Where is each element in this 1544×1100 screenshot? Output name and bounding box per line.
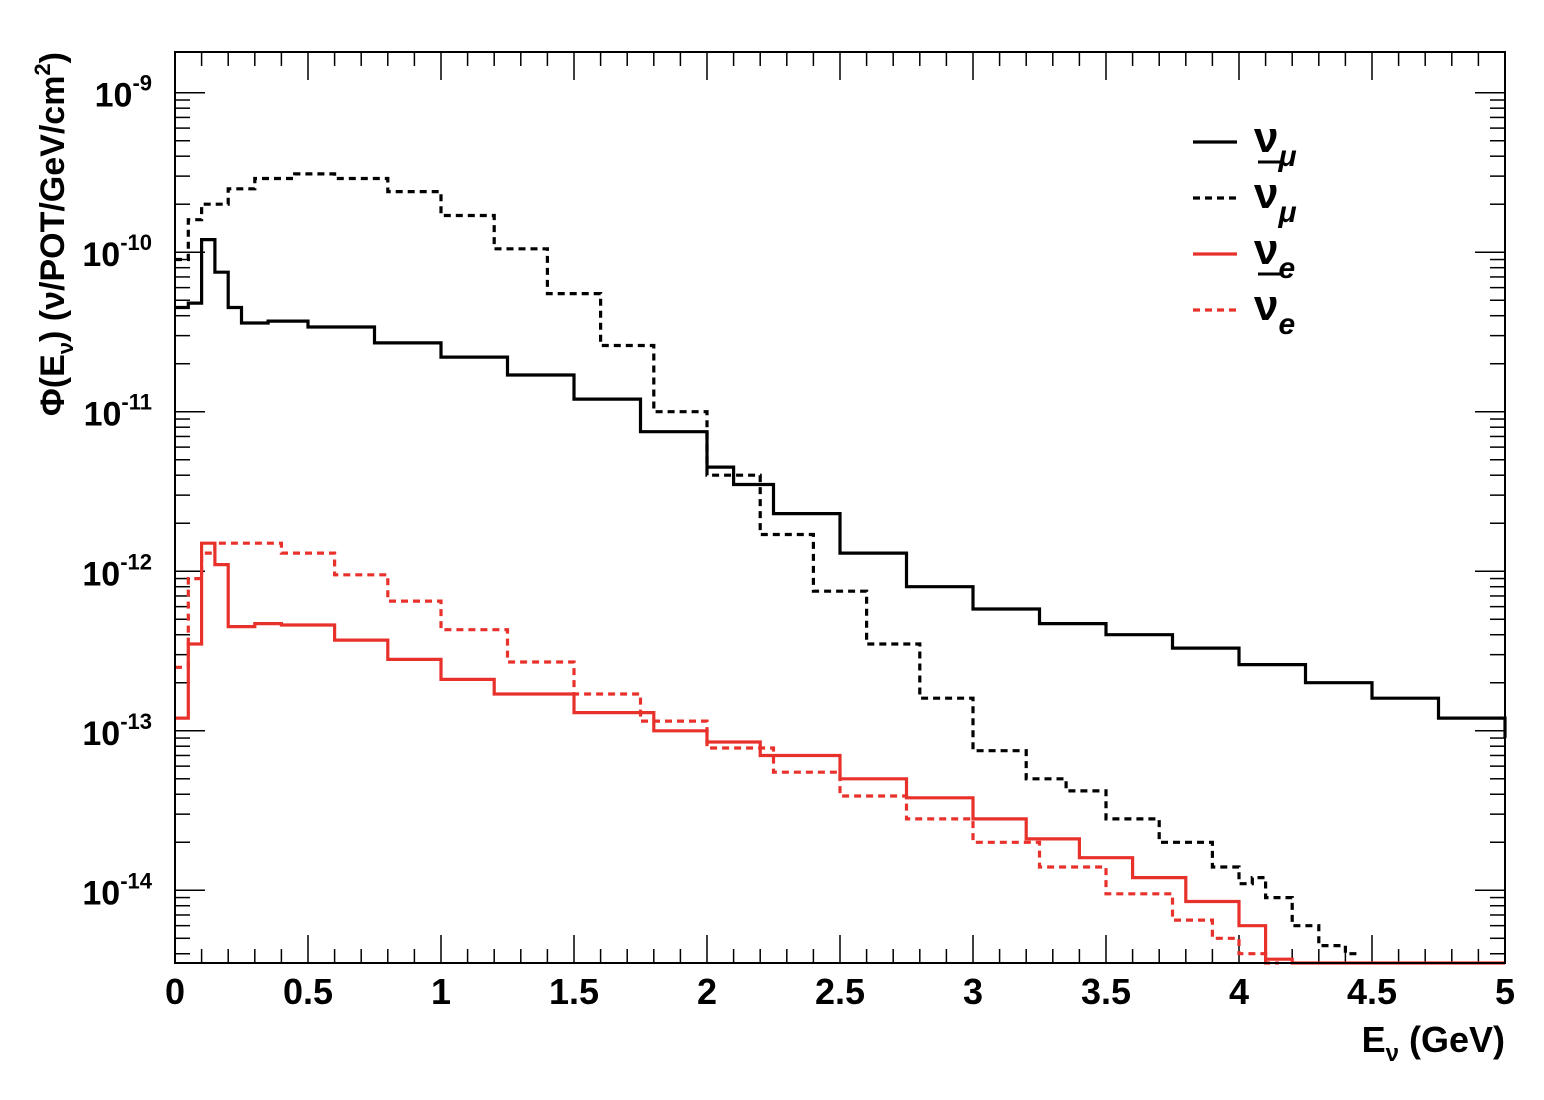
- axis-ticks: [174, 52, 1506, 963]
- x-tick-label: 0: [165, 971, 185, 1012]
- y-tick-label: 10-9: [95, 71, 152, 115]
- legend-label: νe: [1254, 225, 1295, 285]
- x-tick-label: 4: [1229, 971, 1249, 1012]
- x-tick-label: 3.5: [1081, 971, 1131, 1012]
- y-tick-label: 10-14: [82, 868, 152, 912]
- legend-label: νμ: [1254, 169, 1297, 229]
- y-tick-labels: 10-14 10-13 10-12 10-11 10-10 10-9: [82, 71, 152, 913]
- x-tick-label: 1: [431, 971, 451, 1012]
- y-tick-label: 10-12: [82, 549, 152, 593]
- x-tick-label: 0.5: [283, 971, 333, 1012]
- x-axis-label: Eν (GeV): [1362, 1019, 1505, 1067]
- x-tick-label: 5: [1495, 971, 1515, 1012]
- x-tick-label: 3: [963, 971, 983, 1012]
- x-tick-label: 2.5: [815, 971, 865, 1012]
- x-tick-label: 1.5: [549, 971, 599, 1012]
- y-tick-label: 10-10: [82, 230, 152, 274]
- x-tick-label: 4.5: [1347, 971, 1397, 1012]
- legend-label: νμ: [1254, 113, 1297, 173]
- y-axis-label: Φ(Eν) (ν/POT/GeV/cm2): [30, 52, 78, 416]
- plot-frame: [174, 51, 1506, 964]
- y-tick-label: 10-11: [84, 390, 152, 434]
- series-line-3: [175, 541, 1279, 965]
- series-layer: [175, 172, 1507, 965]
- x-tick-label: 2: [697, 971, 717, 1012]
- y-tick-label: 10-13: [82, 709, 152, 753]
- x-tick-labels: 0 0.5 1 1.5 2 2.5 3 3.5 4 4.5 5: [165, 971, 1515, 1012]
- series-line-1: [175, 172, 1359, 956]
- series-line-0: [175, 238, 1507, 739]
- legend-label: νe: [1254, 281, 1295, 341]
